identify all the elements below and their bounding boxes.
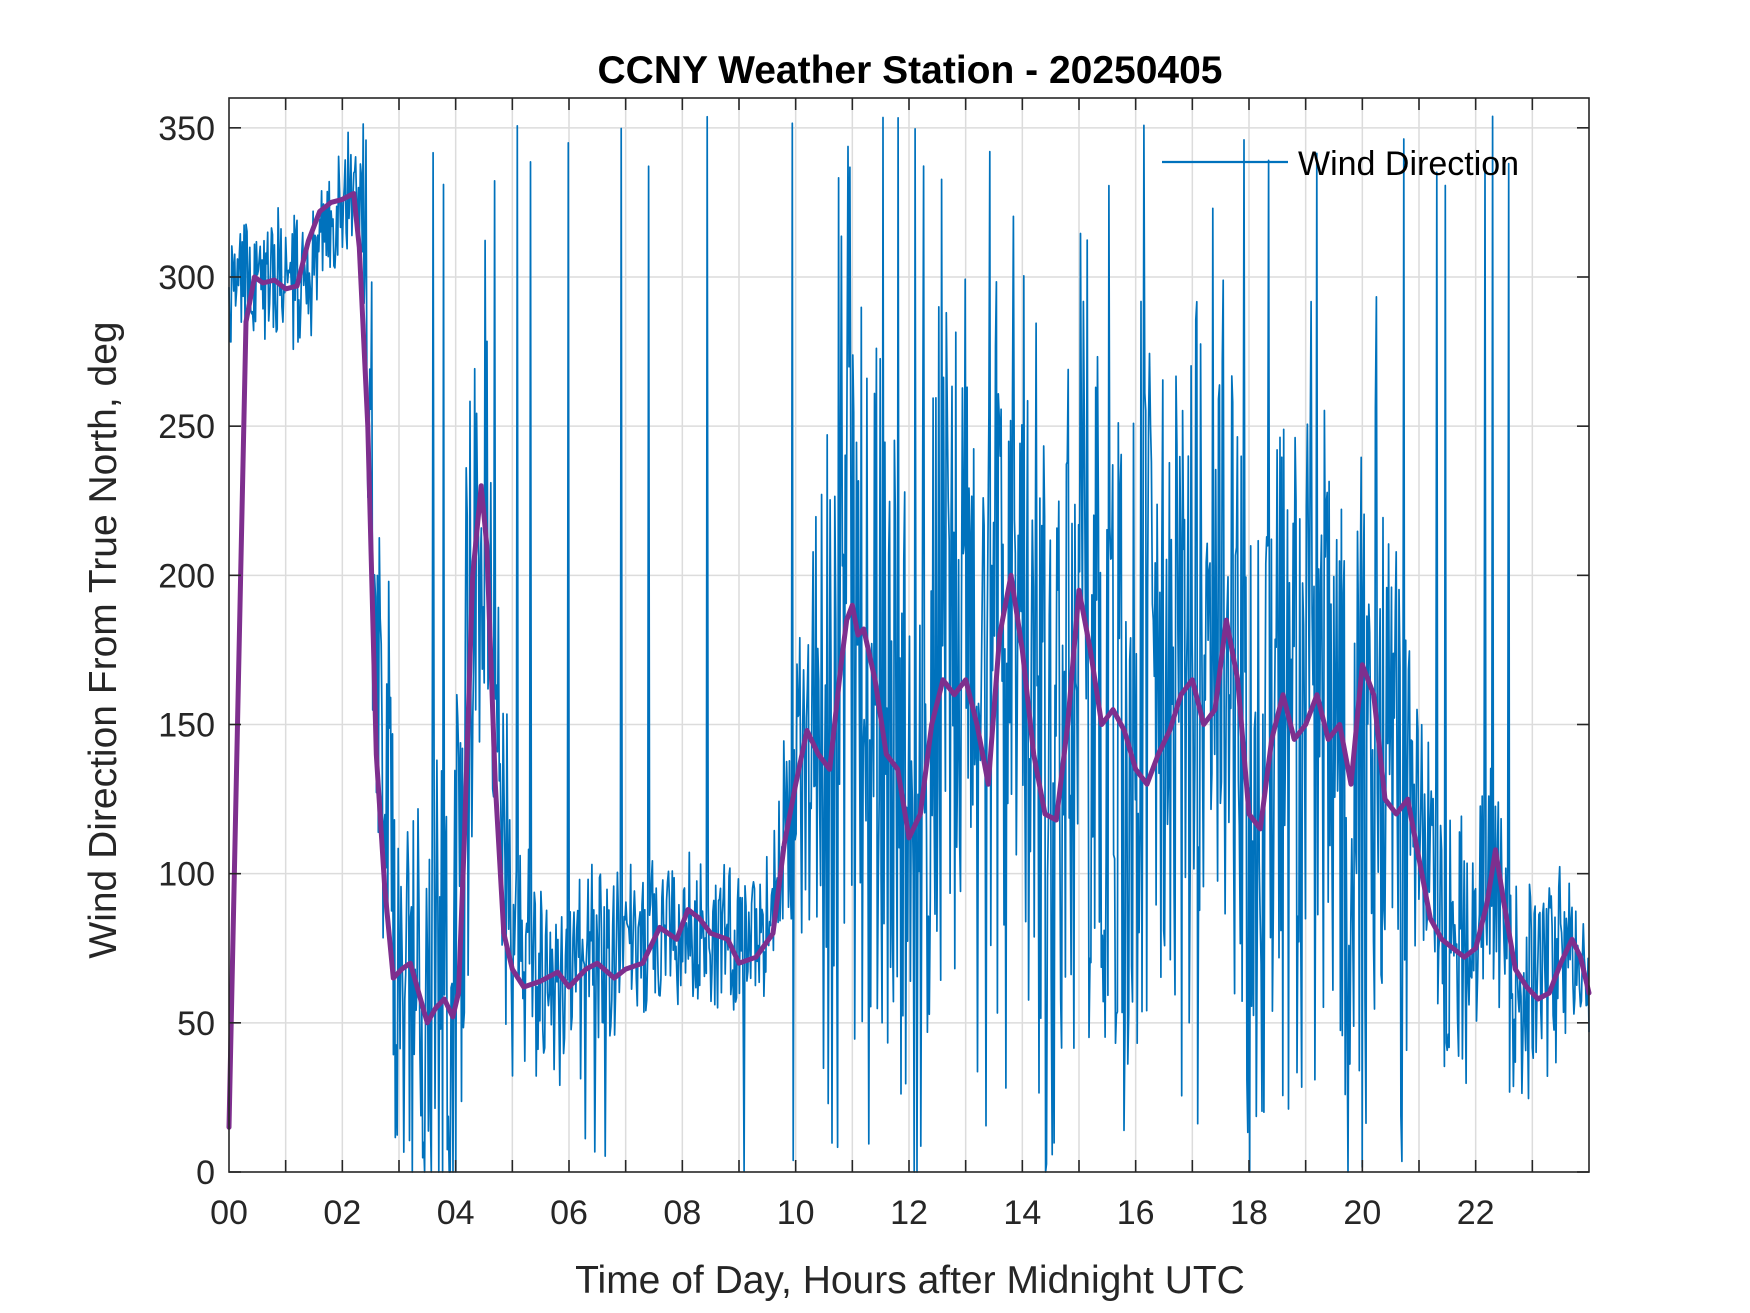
- x-tick-label: 00: [210, 1194, 248, 1232]
- x-tick-label: 10: [777, 1194, 815, 1232]
- x-tick-label: 20: [1343, 1194, 1381, 1232]
- y-tick-label: 50: [177, 1005, 215, 1043]
- series-wind-direction-line: [228, 115, 1590, 1173]
- y-tick-label: 200: [158, 557, 215, 595]
- legend-label-wind-direction: Wind Direction: [1298, 145, 1519, 183]
- y-tick-label: 100: [158, 856, 215, 894]
- x-tick-label: 08: [663, 1194, 701, 1232]
- chart-title: CCNY Weather Station - 20250405: [598, 49, 1223, 92]
- legend: Wind Direction: [1162, 145, 1519, 183]
- axis-ticks: [229, 98, 1589, 1173]
- y-axis-label: Wind Direction From True North, deg: [82, 321, 125, 958]
- x-tick-label: 18: [1230, 1194, 1268, 1232]
- x-tick-label: 16: [1117, 1194, 1155, 1232]
- series-running-mean-line: [226, 191, 1592, 1130]
- x-tick-label: 02: [323, 1194, 361, 1232]
- series-layer: [226, 115, 1592, 1173]
- y-tick-label: 150: [158, 707, 215, 745]
- x-tick-label: 06: [550, 1194, 588, 1232]
- x-tick-label: 22: [1457, 1194, 1495, 1232]
- x-tick-label: 14: [1003, 1194, 1041, 1232]
- x-axis-label: Time of Day, Hours after Midnight UTC: [575, 1259, 1245, 1302]
- x-tick-label: 04: [437, 1194, 475, 1232]
- x-tick-label: 12: [890, 1194, 928, 1232]
- y-tick-label: 350: [158, 110, 215, 148]
- y-tick-label: 300: [158, 259, 215, 297]
- y-tick-label: 250: [158, 408, 215, 446]
- y-tick-label: 0: [196, 1154, 215, 1192]
